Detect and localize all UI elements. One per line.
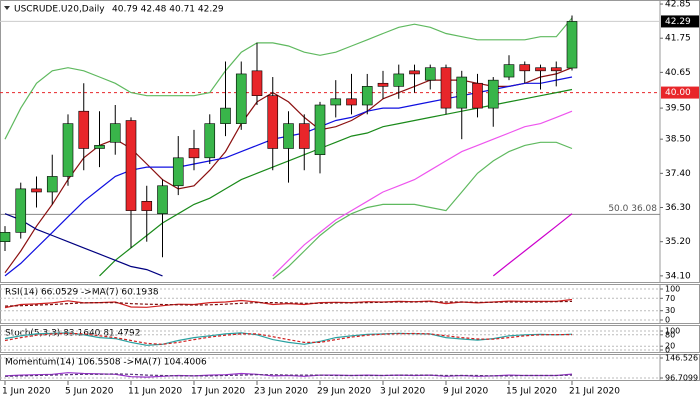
x-tick-label: 23 Jun 2020 <box>254 387 308 397</box>
y-tick-label: 20 <box>665 342 675 351</box>
candle-body <box>251 70 263 96</box>
candle-body <box>62 123 74 177</box>
candle-body <box>487 79 499 109</box>
candle-body <box>566 21 578 69</box>
candle-body <box>94 145 105 149</box>
y-tick-label: 42.85 <box>665 0 691 10</box>
y-tick-label: 146.526 <box>665 354 698 363</box>
x-tick-label: 15 Jul 2020 <box>506 387 557 397</box>
candle-body <box>15 188 27 233</box>
menu-icon <box>4 6 10 10</box>
x-tick-label: 17 Jun 2020 <box>191 387 245 397</box>
candle-body <box>46 176 58 193</box>
ohlc-label: 40.79 42.48 40.71 42.29 <box>112 5 224 15</box>
indicator-line <box>4 332 572 345</box>
candle-body <box>267 95 279 149</box>
indicator-line <box>4 332 573 346</box>
candle-body <box>172 157 184 187</box>
candle-body <box>141 200 153 211</box>
candle-body <box>188 148 200 159</box>
candle-body <box>78 110 90 149</box>
candle-body <box>314 104 326 156</box>
y-tick-label: 70 <box>665 294 675 303</box>
candle-body <box>519 64 531 72</box>
indicator-line <box>4 298 573 309</box>
y-tick-label: 100 <box>665 285 680 294</box>
y-tick-label: 30 <box>665 306 675 315</box>
level-label: 40.00 <box>665 88 691 98</box>
last-price-box <box>661 15 699 28</box>
candle-body <box>330 98 342 106</box>
candle-body <box>157 185 168 215</box>
y-tick-label: 0 <box>665 346 670 355</box>
y-tick-label: 0 <box>665 316 670 325</box>
candle-body <box>204 123 216 159</box>
candle-body <box>472 82 483 109</box>
candle-body <box>220 107 231 124</box>
candle-body <box>424 67 436 81</box>
x-tick-label: 3 Jul 2020 <box>380 387 425 397</box>
candle-body <box>235 73 247 124</box>
moving-average <box>492 213 573 277</box>
candle-body <box>440 67 452 109</box>
last-price-label: 42.29 <box>665 17 691 27</box>
level-label-box <box>661 86 699 99</box>
candle-body <box>361 86 373 106</box>
candle-body <box>0 232 11 242</box>
candle-body <box>125 120 137 211</box>
candle-body <box>503 64 515 78</box>
y-tick-label: 96.7099 <box>665 374 698 383</box>
y-tick-label: 100 <box>665 327 680 336</box>
y-tick-label: 39.50 <box>665 104 691 114</box>
indicator-line <box>4 300 573 307</box>
indicator-line <box>4 373 573 377</box>
candle-body <box>377 82 389 87</box>
moving-average <box>4 213 163 277</box>
candle-body <box>31 188 42 193</box>
pane-title: RSI(14) 66.0529 ->MA(7) 60.1938 <box>5 288 159 298</box>
x-tick-label: 21 Jul 2020 <box>569 387 620 397</box>
moving-average <box>272 110 573 277</box>
y-tick-label: 41.75 <box>665 34 691 44</box>
chart-title: USCRUDE.U20,Daily <box>14 5 105 15</box>
candle-body <box>346 98 357 106</box>
moving-average <box>4 17 573 140</box>
candle-body <box>535 67 546 72</box>
y-tick-label: 34.10 <box>665 271 691 281</box>
candle-body <box>393 73 405 87</box>
x-tick-label: 29 Jun 2020 <box>317 387 371 397</box>
x-tick-label: 5 Jun 2020 <box>65 387 114 397</box>
x-tick-label: 1 Jun 2020 <box>2 387 51 397</box>
y-tick-label: 37.40 <box>665 169 691 179</box>
x-tick-label: 11 Jun 2020 <box>128 387 182 397</box>
y-tick-label: 38.50 <box>665 135 691 145</box>
candle-body <box>298 123 310 149</box>
y-tick-label: 80 <box>665 330 675 339</box>
y-tick-label: 40.65 <box>665 68 691 78</box>
moving-average <box>272 141 573 280</box>
pane-title: Momentum(14) 106.5508 ->MA(7) 104.4006 <box>5 358 207 368</box>
candle-body <box>109 123 121 143</box>
candle-body <box>283 123 294 149</box>
level-label: 50.0 36.08 <box>608 204 657 214</box>
indicator-line <box>4 372 573 378</box>
y-tick-label: 36.30 <box>665 203 691 213</box>
candle-body <box>409 70 420 75</box>
candle-body <box>550 67 562 72</box>
candle-body <box>456 76 468 109</box>
x-tick-label: 9 Jul 2020 <box>443 387 488 397</box>
y-tick-label: 35.20 <box>665 237 691 247</box>
